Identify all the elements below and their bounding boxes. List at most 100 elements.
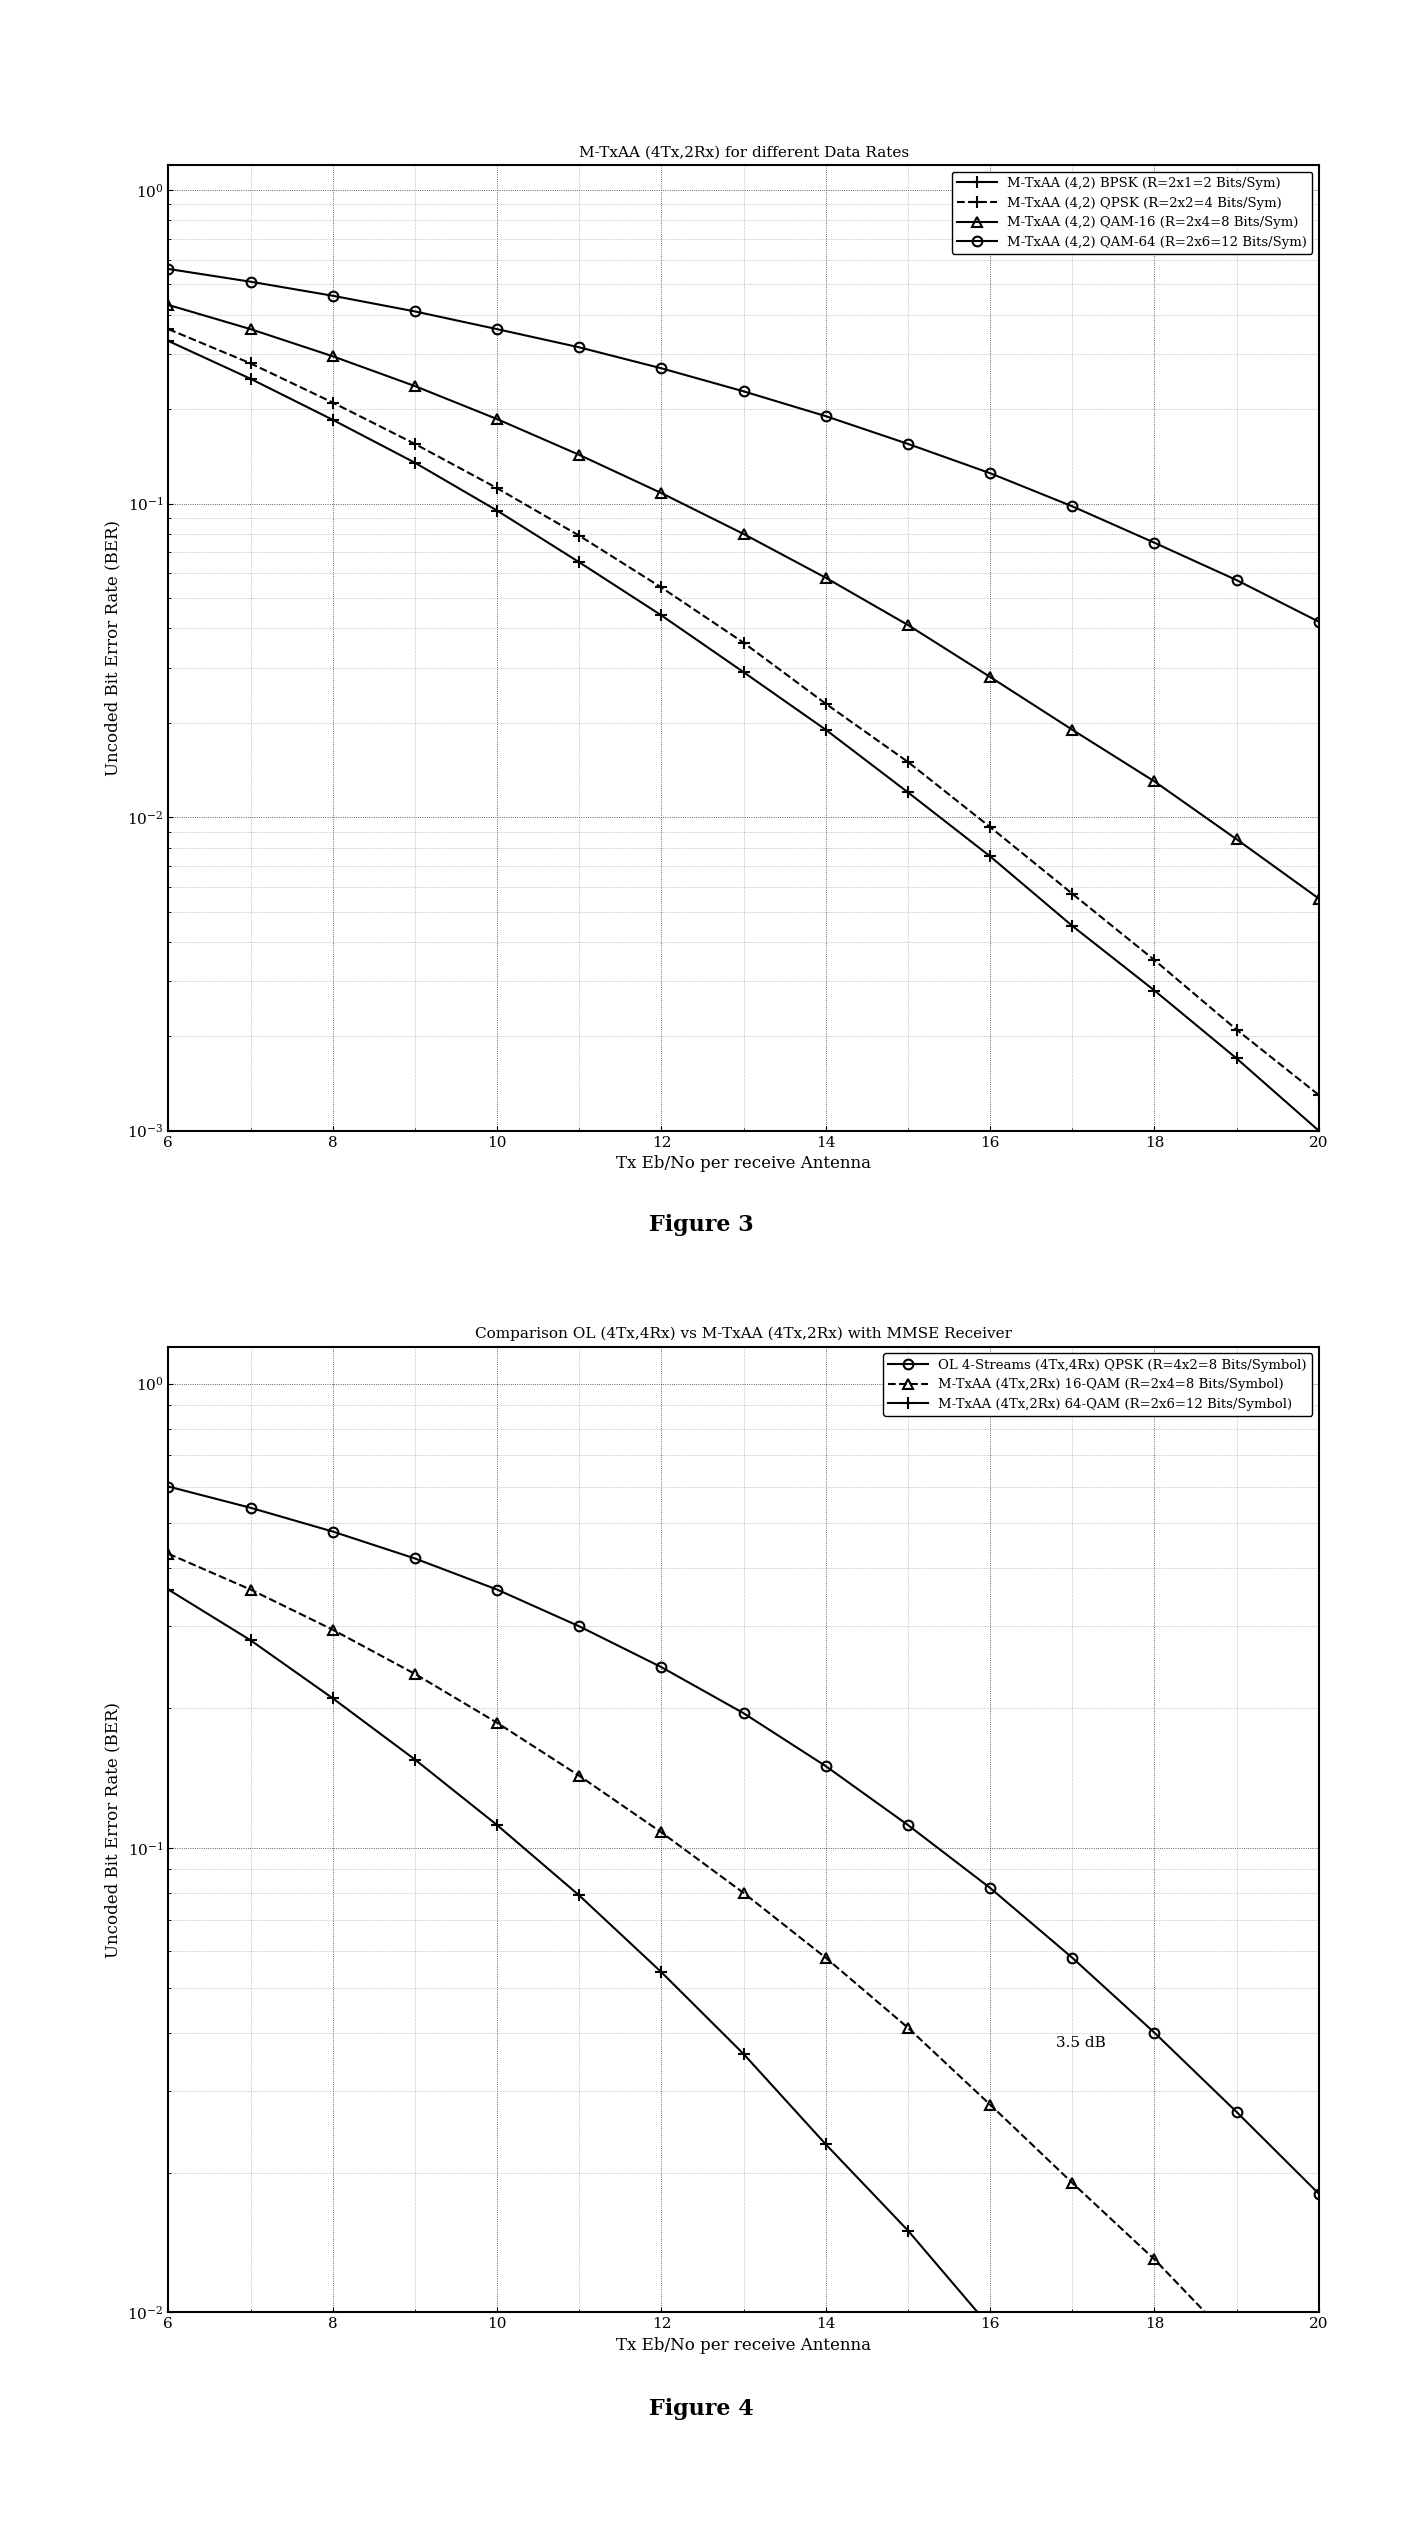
M-TxAA (4,2) QAM-16 (R=2x4=8 Bits/Sym) [243,315,260,346]
OL 4-Streams (4Tx,4Rx) QPSK (R=4x2=8 Bits/Symbol) [1146,2018,1163,2048]
M-TxAA (4,2) BPSK (R=2x1=2 Bits/Sym) [1063,910,1080,940]
Title: M-TxAA (4Tx,2Rx) for different Data Rates: M-TxAA (4Tx,2Rx) for different Data Rate… [578,145,909,160]
M-TxAA (4,2) QAM-64 (R=2x6=12 Bits/Sym) [571,333,588,363]
Line: OL 4-Streams (4Tx,4Rx) QPSK (R=4x2=8 Bits/Symbol): OL 4-Streams (4Tx,4Rx) QPSK (R=4x2=8 Bit… [164,1481,1323,2198]
M-TxAA (4,2) QAM-16 (R=2x4=8 Bits/Sym) [652,478,669,508]
OL 4-Streams (4Tx,4Rx) QPSK (R=4x2=8 Bits/Symbol) [160,1471,177,1502]
M-TxAA (4,2) BPSK (R=2x1=2 Bits/Sym) [571,546,588,577]
M-TxAA (4,2) QAM-16 (R=2x4=8 Bits/Sym) [1310,884,1327,915]
M-TxAA (4,2) QAM-64 (R=2x6=12 Bits/Sym) [1063,490,1080,521]
M-TxAA (4,2) BPSK (R=2x1=2 Bits/Sym) [899,778,916,808]
M-TxAA (4,2) QAM-16 (R=2x4=8 Bits/Sym) [735,518,752,549]
M-TxAA (4,2) BPSK (R=2x1=2 Bits/Sym) [982,841,999,872]
M-TxAA (4,2) QAM-16 (R=2x4=8 Bits/Sym) [1228,823,1244,854]
M-TxAA (4,2) QAM-16 (R=2x4=8 Bits/Sym) [160,290,177,320]
M-TxAA (4,2) QPSK (R=2x2=4 Bits/Sym) [571,521,588,551]
M-TxAA (4Tx,2Rx) 64-QAM (R=2x6=12 Bits/Symbol) [652,1957,669,1987]
M-TxAA (4,2) QAM-64 (R=2x6=12 Bits/Sym) [243,267,260,297]
X-axis label: Tx Eb/No per receive Antenna: Tx Eb/No per receive Antenna [616,2338,871,2353]
M-TxAA (4,2) BPSK (R=2x1=2 Bits/Sym) [652,600,669,630]
M-TxAA (4Tx,2Rx) 64-QAM (R=2x6=12 Bits/Symbol) [324,1682,341,1713]
M-TxAA (4,2) QAM-16 (R=2x4=8 Bits/Sym) [324,340,341,371]
M-TxAA (4Tx,2Rx) 16-QAM (R=2x4=8 Bits/Symbol) [899,2012,916,2043]
Y-axis label: Uncoded Bit Error Rate (BER): Uncoded Bit Error Rate (BER) [105,1702,122,1957]
M-TxAA (4,2) QAM-16 (R=2x4=8 Bits/Sym) [818,562,835,592]
Text: Figure 4: Figure 4 [650,2399,753,2419]
Line: M-TxAA (4,2) BPSK (R=2x1=2 Bits/Sym): M-TxAA (4,2) BPSK (R=2x1=2 Bits/Sym) [163,335,1324,1136]
M-TxAA (4,2) QAM-16 (R=2x4=8 Bits/Sym) [1063,714,1080,745]
M-TxAA (4,2) QAM-16 (R=2x4=8 Bits/Sym) [899,610,916,640]
M-TxAA (4,2) BPSK (R=2x1=2 Bits/Sym) [818,714,835,745]
OL 4-Streams (4Tx,4Rx) QPSK (R=4x2=8 Bits/Symbol) [243,1492,260,1522]
M-TxAA (4,2) QPSK (R=2x2=4 Bits/Sym) [1228,1014,1244,1044]
Line: M-TxAA (4,2) QAM-64 (R=2x6=12 Bits/Sym): M-TxAA (4,2) QAM-64 (R=2x6=12 Bits/Sym) [164,264,1323,628]
M-TxAA (4Tx,2Rx) 16-QAM (R=2x4=8 Bits/Symbol) [488,1708,505,1738]
OL 4-Streams (4Tx,4Rx) QPSK (R=4x2=8 Bits/Symbol) [735,1697,752,1728]
M-TxAA (4Tx,2Rx) 64-QAM (R=2x6=12 Bits/Symbol) [243,1626,260,1657]
M-TxAA (4,2) QAM-64 (R=2x6=12 Bits/Sym) [1146,529,1163,559]
M-TxAA (4Tx,2Rx) 16-QAM (R=2x4=8 Bits/Symbol) [407,1659,424,1690]
M-TxAA (4,2) QAM-64 (R=2x6=12 Bits/Sym) [899,429,916,460]
Title: Comparison OL (4Tx,4Rx) vs M-TxAA (4Tx,2Rx) with MMSE Receiver: Comparison OL (4Tx,4Rx) vs M-TxAA (4Tx,2… [476,1326,1012,1342]
OL 4-Streams (4Tx,4Rx) QPSK (R=4x2=8 Bits/Symbol) [1063,1941,1080,1972]
Legend: M-TxAA (4,2) BPSK (R=2x1=2 Bits/Sym), M-TxAA (4,2) QPSK (R=2x2=4 Bits/Sym), M-Tx: M-TxAA (4,2) BPSK (R=2x1=2 Bits/Sym), M-… [951,173,1312,254]
OL 4-Streams (4Tx,4Rx) QPSK (R=4x2=8 Bits/Symbol) [818,1751,835,1781]
M-TxAA (4Tx,2Rx) 16-QAM (R=2x4=8 Bits/Symbol) [1146,2244,1163,2274]
M-TxAA (4,2) BPSK (R=2x1=2 Bits/Sym) [1228,1044,1244,1075]
OL 4-Streams (4Tx,4Rx) QPSK (R=4x2=8 Bits/Symbol) [1228,2096,1244,2127]
M-TxAA (4,2) BPSK (R=2x1=2 Bits/Sym) [1310,1115,1327,1146]
M-TxAA (4,2) QPSK (R=2x2=4 Bits/Sym) [488,473,505,503]
M-TxAA (4,2) QPSK (R=2x2=4 Bits/Sym) [982,811,999,841]
M-TxAA (4Tx,2Rx) 16-QAM (R=2x4=8 Bits/Symbol) [243,1575,260,1606]
M-TxAA (4Tx,2Rx) 16-QAM (R=2x4=8 Bits/Symbol) [982,2089,999,2119]
M-TxAA (4Tx,2Rx) 64-QAM (R=2x6=12 Bits/Symbol) [571,1880,588,1911]
M-TxAA (4,2) QAM-64 (R=2x6=12 Bits/Sym) [488,315,505,346]
M-TxAA (4,2) QAM-16 (R=2x4=8 Bits/Sym) [571,440,588,470]
M-TxAA (4Tx,2Rx) 64-QAM (R=2x6=12 Bits/Symbol) [818,2129,835,2160]
M-TxAA (4,2) QAM-64 (R=2x6=12 Bits/Sym) [1228,564,1244,595]
OL 4-Streams (4Tx,4Rx) QPSK (R=4x2=8 Bits/Symbol) [1310,2178,1327,2208]
M-TxAA (4,2) BPSK (R=2x1=2 Bits/Sym) [160,325,177,356]
M-TxAA (4,2) QAM-64 (R=2x6=12 Bits/Sym) [735,376,752,407]
M-TxAA (4,2) QPSK (R=2x2=4 Bits/Sym) [407,429,424,460]
M-TxAA (4Tx,2Rx) 16-QAM (R=2x4=8 Bits/Symbol) [571,1761,588,1791]
M-TxAA (4Tx,2Rx) 64-QAM (R=2x6=12 Bits/Symbol) [1146,2508,1163,2538]
M-TxAA (4,2) BPSK (R=2x1=2 Bits/Sym) [488,495,505,526]
M-TxAA (4,2) QPSK (R=2x2=4 Bits/Sym) [652,572,669,602]
M-TxAA (4,2) QAM-64 (R=2x6=12 Bits/Sym) [407,297,424,328]
OL 4-Streams (4Tx,4Rx) QPSK (R=4x2=8 Bits/Symbol) [571,1611,588,1641]
Line: M-TxAA (4Tx,2Rx) 16-QAM (R=2x4=8 Bits/Symbol): M-TxAA (4Tx,2Rx) 16-QAM (R=2x4=8 Bits/Sy… [164,1550,1323,2437]
M-TxAA (4Tx,2Rx) 64-QAM (R=2x6=12 Bits/Symbol) [407,1743,424,1774]
M-TxAA (4Tx,2Rx) 16-QAM (R=2x4=8 Bits/Symbol) [160,1537,177,1568]
Line: M-TxAA (4Tx,2Rx) 64-QAM (R=2x6=12 Bits/Symbol): M-TxAA (4Tx,2Rx) 64-QAM (R=2x6=12 Bits/S… [163,1583,1324,2541]
M-TxAA (4,2) BPSK (R=2x1=2 Bits/Sym) [324,404,341,435]
M-TxAA (4Tx,2Rx) 16-QAM (R=2x4=8 Bits/Symbol) [1310,2416,1327,2447]
M-TxAA (4,2) QAM-64 (R=2x6=12 Bits/Sym) [324,280,341,310]
M-TxAA (4,2) QAM-16 (R=2x4=8 Bits/Sym) [1146,767,1163,798]
OL 4-Streams (4Tx,4Rx) QPSK (R=4x2=8 Bits/Symbol) [407,1542,424,1573]
M-TxAA (4Tx,2Rx) 64-QAM (R=2x6=12 Bits/Symbol) [899,2216,916,2246]
M-TxAA (4Tx,2Rx) 16-QAM (R=2x4=8 Bits/Symbol) [324,1614,341,1644]
M-TxAA (4,2) QPSK (R=2x2=4 Bits/Sym) [735,628,752,658]
OL 4-Streams (4Tx,4Rx) QPSK (R=4x2=8 Bits/Symbol) [899,1809,916,1840]
OL 4-Streams (4Tx,4Rx) QPSK (R=4x2=8 Bits/Symbol) [652,1652,669,1682]
M-TxAA (4,2) QAM-64 (R=2x6=12 Bits/Sym) [1310,607,1327,638]
Line: M-TxAA (4,2) QPSK (R=2x2=4 Bits/Sym): M-TxAA (4,2) QPSK (R=2x2=4 Bits/Sym) [163,323,1324,1100]
M-TxAA (4,2) QPSK (R=2x2=4 Bits/Sym) [324,386,341,417]
M-TxAA (4,2) QAM-16 (R=2x4=8 Bits/Sym) [982,661,999,691]
M-TxAA (4,2) QPSK (R=2x2=4 Bits/Sym) [899,747,916,778]
M-TxAA (4,2) QAM-16 (R=2x4=8 Bits/Sym) [488,404,505,435]
M-TxAA (4,2) QPSK (R=2x2=4 Bits/Sym) [1310,1080,1327,1110]
M-TxAA (4Tx,2Rx) 64-QAM (R=2x6=12 Bits/Symbol) [160,1575,177,1606]
M-TxAA (4,2) QPSK (R=2x2=4 Bits/Sym) [1146,945,1163,976]
M-TxAA (4,2) QAM-64 (R=2x6=12 Bits/Sym) [818,401,835,432]
M-TxAA (4Tx,2Rx) 64-QAM (R=2x6=12 Bits/Symbol) [982,2312,999,2343]
X-axis label: Tx Eb/No per receive Antenna: Tx Eb/No per receive Antenna [616,1156,871,1171]
M-TxAA (4,2) BPSK (R=2x1=2 Bits/Sym) [243,363,260,394]
OL 4-Streams (4Tx,4Rx) QPSK (R=4x2=8 Bits/Symbol) [488,1575,505,1606]
M-TxAA (4Tx,2Rx) 16-QAM (R=2x4=8 Bits/Symbol) [818,1941,835,1972]
M-TxAA (4Tx,2Rx) 64-QAM (R=2x6=12 Bits/Symbol) [1063,2411,1080,2442]
M-TxAA (4,2) BPSK (R=2x1=2 Bits/Sym) [735,658,752,689]
M-TxAA (4,2) QPSK (R=2x2=4 Bits/Sym) [1063,879,1080,910]
M-TxAA (4Tx,2Rx) 16-QAM (R=2x4=8 Bits/Symbol) [1063,2167,1080,2198]
